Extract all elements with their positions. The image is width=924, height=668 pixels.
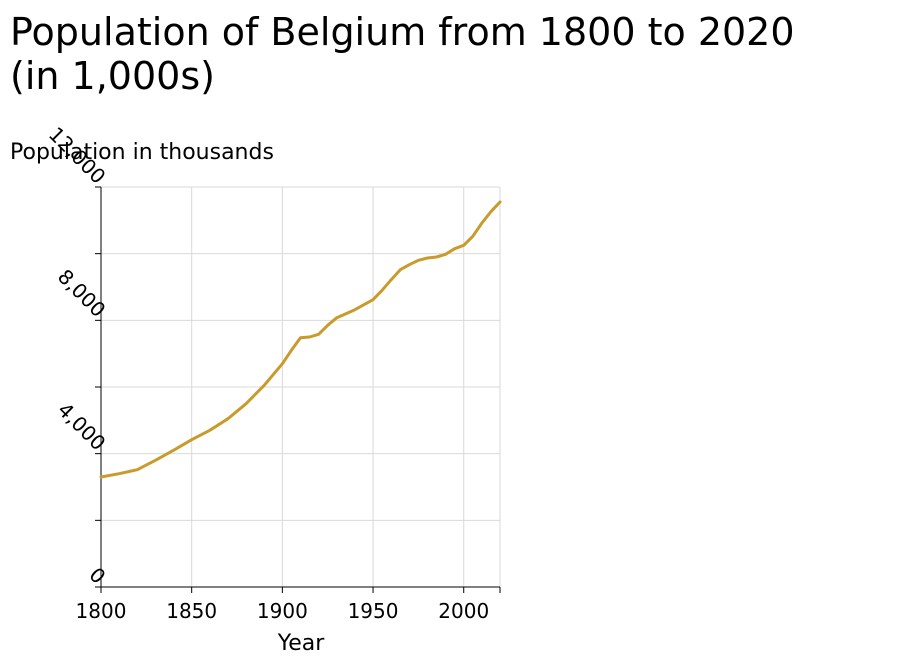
x-tick-label: 1800 (76, 599, 127, 623)
gridlines (101, 186, 501, 587)
y-tick-label: 0 (84, 563, 110, 589)
series-layer (99, 200, 502, 479)
chart-title: Population of Belgium from 1800 to 2020 … (10, 10, 795, 98)
x-axis-label: Year (277, 631, 326, 656)
y-tick-label: 4,000 (53, 398, 110, 455)
x-tick-label: 1950 (348, 599, 399, 623)
x-tick-label: 2000 (438, 599, 489, 623)
tick-marks (95, 186, 501, 593)
x-tick-label: 1850 (166, 599, 217, 623)
y-tick-label: 8,000 (53, 264, 110, 321)
x-tick-label: 1900 (257, 599, 308, 623)
y-axis-label: Population in thousands (10, 140, 274, 165)
population-line (99, 200, 502, 479)
